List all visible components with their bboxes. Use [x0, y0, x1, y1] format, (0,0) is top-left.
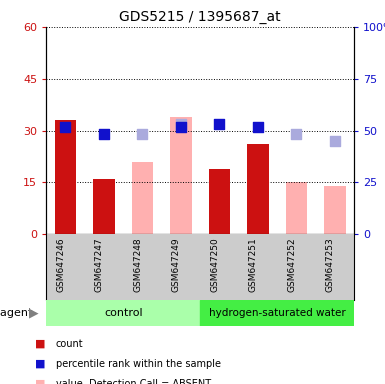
Bar — [55, 120, 76, 234]
Bar — [93, 179, 114, 234]
Text: percentile rank within the sample: percentile rank within the sample — [56, 359, 221, 369]
Bar — [209, 169, 230, 234]
Text: GSM647251: GSM647251 — [249, 237, 258, 292]
Point — [255, 124, 261, 130]
Point — [139, 131, 146, 137]
Text: ▶: ▶ — [29, 306, 38, 319]
Bar — [200, 300, 354, 326]
Text: GSM647249: GSM647249 — [172, 237, 181, 292]
Text: GSM647246: GSM647246 — [57, 237, 65, 292]
Title: GDS5215 / 1395687_at: GDS5215 / 1395687_at — [119, 10, 281, 25]
Point — [332, 138, 338, 144]
Text: GSM647250: GSM647250 — [211, 237, 219, 292]
Text: hydrogen-saturated water: hydrogen-saturated water — [209, 308, 346, 318]
Point — [62, 124, 69, 130]
Text: agent: agent — [0, 308, 36, 318]
Text: value, Detection Call = ABSENT: value, Detection Call = ABSENT — [56, 379, 211, 384]
Text: GSM647247: GSM647247 — [95, 237, 104, 292]
Text: GSM647253: GSM647253 — [326, 237, 335, 292]
Point — [101, 131, 107, 137]
Point — [293, 131, 300, 137]
Text: ■: ■ — [35, 359, 45, 369]
Text: ■: ■ — [35, 379, 45, 384]
Bar — [247, 144, 268, 234]
Text: GSM647248: GSM647248 — [134, 237, 142, 292]
Point — [216, 121, 223, 127]
Bar — [132, 162, 153, 234]
Bar — [324, 186, 346, 234]
Text: control: control — [104, 308, 142, 318]
Bar — [286, 182, 307, 234]
Bar — [170, 117, 192, 234]
Text: ■: ■ — [35, 339, 45, 349]
Text: GSM647252: GSM647252 — [288, 237, 296, 292]
Bar — [46, 300, 200, 326]
Point — [178, 121, 184, 127]
Text: count: count — [56, 339, 84, 349]
Point — [178, 124, 184, 130]
